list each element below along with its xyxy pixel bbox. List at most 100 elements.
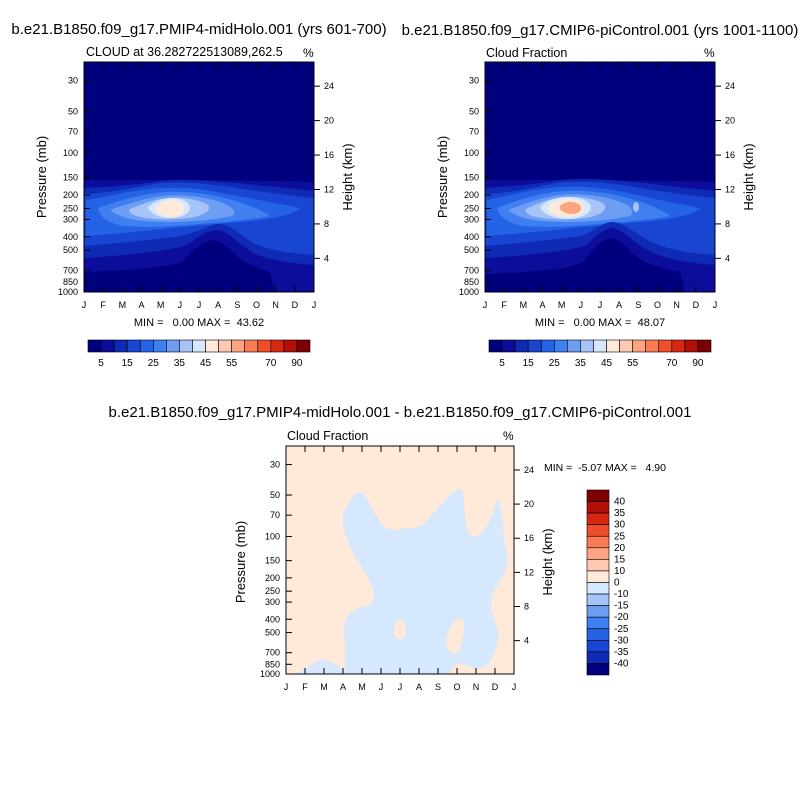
cloud-level-max xyxy=(156,200,184,217)
pressure-tick-label: 700 xyxy=(265,648,280,658)
pressure-tick-label: 250 xyxy=(63,203,78,213)
month-tick-label: A xyxy=(215,300,221,310)
colorbar-swatch xyxy=(586,501,610,514)
pressure-tick-label: 1000 xyxy=(459,287,479,297)
colorbar-swatch xyxy=(100,339,115,353)
colorbar-label: 90 xyxy=(692,358,704,369)
pressure-tick-label: 500 xyxy=(265,628,280,638)
colorbar-swatch xyxy=(113,339,128,353)
pressure-tick-label: 150 xyxy=(464,173,479,183)
month-tick-label: A xyxy=(616,300,622,310)
month-tick-label: J xyxy=(82,300,87,310)
height-tick-label: 20 xyxy=(524,499,534,509)
colorbar-swatch xyxy=(567,339,581,353)
month-tick-label: J xyxy=(512,682,517,692)
colorbar-swatch xyxy=(632,339,647,353)
month-tick-label: J xyxy=(579,300,584,310)
pressure-tick-label: 100 xyxy=(464,148,479,158)
month-tick-label: S xyxy=(435,682,441,692)
colorbar-label: 55 xyxy=(627,358,639,369)
panel-1-y-axis-label: Pressure (mb) xyxy=(34,136,49,218)
pressure-tick-label: 200 xyxy=(464,190,479,200)
month-tick-label: D xyxy=(492,682,499,692)
month-tick-label: A xyxy=(340,682,346,692)
month-tick-label: N xyxy=(673,300,680,310)
colorbar-swatch xyxy=(586,570,610,583)
colorbar-swatch xyxy=(586,547,610,560)
panel-3-left-label: Cloud Fraction xyxy=(287,429,368,443)
pressure-tick-label: 50 xyxy=(270,490,280,500)
cloud-lower-level-0 xyxy=(485,238,685,292)
colorbar-swatch xyxy=(527,339,542,353)
colorbar-swatch xyxy=(586,663,610,676)
colorbar-label: 0 xyxy=(614,578,620,589)
month-tick-label: N xyxy=(272,300,279,310)
colorbar-swatch xyxy=(205,339,219,353)
month-tick-label: A xyxy=(138,300,144,310)
pressure-tick-label: 30 xyxy=(270,460,280,470)
month-tick-label: J xyxy=(312,300,317,310)
panel-picontrol: b.e21.B1850.f09_g17.CMIP6-piControl.001 … xyxy=(402,22,799,369)
colorbar-swatch xyxy=(152,339,167,353)
month-tick-label: M xyxy=(320,682,328,692)
colorbar-swatch xyxy=(244,339,259,353)
pressure-tick-label: 50 xyxy=(68,106,78,116)
panel-1-stats: MIN = 0.00 MAX = 43.62 xyxy=(134,317,264,329)
pressure-tick-label: 700 xyxy=(464,266,479,276)
colorbar-swatch xyxy=(87,339,102,353)
cloud-level-max xyxy=(559,201,582,214)
month-tick-label: O xyxy=(253,300,260,310)
colorbar-swatch xyxy=(514,339,529,353)
month-tick-label: J xyxy=(178,300,183,310)
colorbar-label: 70 xyxy=(265,358,277,369)
panel-2-case-title: b.e21.B1850.f09_g17.CMIP6-piControl.001 … xyxy=(402,22,799,39)
month-tick-label: M xyxy=(119,300,127,310)
panel-2-left-label: Cloud Fraction xyxy=(486,46,567,60)
colorbar-swatch xyxy=(270,339,285,353)
month-tick-label: J xyxy=(197,300,202,310)
month-tick-label: J xyxy=(598,300,603,310)
colorbar-label: -20 xyxy=(614,612,629,623)
colorbar-label: 5 xyxy=(98,358,104,369)
panel-difference: b.e21.B1850.f09_g17.PMIP4-midHolo.001 - … xyxy=(109,404,692,692)
height-tick-label: 12 xyxy=(524,567,534,577)
panel-3-contour-field xyxy=(286,446,514,674)
pressure-tick-label: 250 xyxy=(464,203,479,213)
colorbar-label: 15 xyxy=(122,358,134,369)
colorbar-swatch xyxy=(645,339,660,353)
pressure-tick-label: 70 xyxy=(469,127,479,137)
panel-2-colorbar: 5 15 25 35 45 55 70 90 xyxy=(488,339,712,369)
panel-1-colorbar: 5 15 25 35 45 55 70 90 xyxy=(87,339,311,369)
colorbar-label: 40 xyxy=(614,497,626,508)
height-tick-label: 20 xyxy=(725,116,735,126)
colorbar-swatch xyxy=(283,339,298,353)
colorbar-label: 15 xyxy=(614,554,626,565)
colorbar-label: 30 xyxy=(614,520,626,531)
colorbar-swatch xyxy=(257,339,272,353)
pressure-tick-label: 300 xyxy=(464,214,479,224)
colorbar-label: 35 xyxy=(174,358,186,369)
pressure-tick-label: 70 xyxy=(270,510,280,520)
colorbar-label: -10 xyxy=(614,589,629,600)
diff-positive-cell xyxy=(446,618,465,654)
month-tick-label: J xyxy=(398,682,403,692)
pressure-tick-label: 700 xyxy=(63,266,78,276)
pressure-tick-label: 850 xyxy=(63,277,78,287)
month-tick-label: S xyxy=(234,300,240,310)
pressure-tick-label: 100 xyxy=(63,148,78,158)
height-tick-label: 24 xyxy=(725,81,735,91)
pressure-tick-label: 850 xyxy=(265,659,280,669)
month-tick-label: M xyxy=(520,300,528,310)
panel-midholo: b.e21.B1850.f09_g17.PMIP4-midHolo.001 (y… xyxy=(11,21,386,369)
month-tick-label: O xyxy=(453,682,460,692)
pressure-tick-label: 30 xyxy=(68,76,78,86)
month-tick-label: N xyxy=(473,682,480,692)
month-tick-label: A xyxy=(539,300,545,310)
diff-positive-cell xyxy=(394,620,406,640)
pressure-tick-label: 400 xyxy=(265,614,280,624)
colorbar-swatch xyxy=(501,339,516,353)
colorbar-label: 10 xyxy=(614,566,626,577)
